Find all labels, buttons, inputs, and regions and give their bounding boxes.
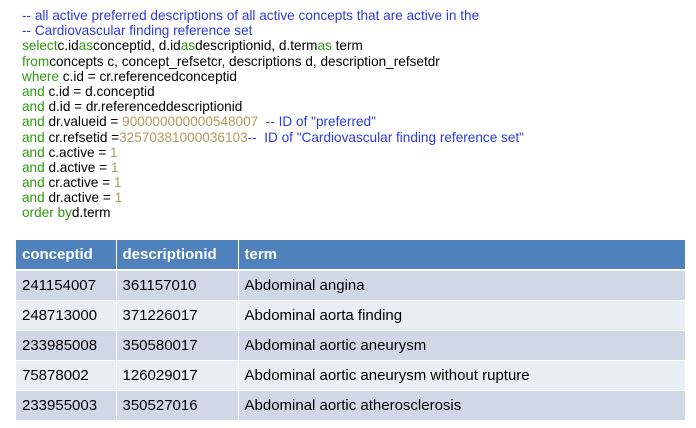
sql-keyword: from [22,53,50,69]
header-term: term [238,240,686,271]
sql-line: and c.id = d.conceptid [22,84,692,99]
sql-number: 1 [110,144,118,160]
sql-text: term [331,38,363,54]
sql-line: -- all active preferred descriptions of … [22,8,692,23]
sql-line: and d.id = dr.referenceddescriptionid [22,99,692,114]
cell-conceptid: 75878002 [16,360,117,391]
sql-text: cr.active = [44,175,114,191]
sql-text: concepts c, concept_refsetcr, descriptio… [49,53,440,69]
sql-line: and dr.active = 1 [22,190,692,205]
cell-conceptid: 248713000 [16,300,117,331]
cell-descriptionid: 126029017 [116,360,239,391]
cell-descriptionid: 371226017 [116,300,239,331]
sql-keyword: and [22,129,45,145]
sql-line: order byd.term [22,205,692,220]
sql-text: d.active = [44,159,111,175]
sql-comment: -- ID of "preferred" [258,114,376,130]
sql-text: dr.valueid = [44,114,123,130]
sql-keyword: and [22,175,45,191]
sql-line: and dr.valueid = 900000000000548007 -- I… [22,114,692,129]
sql-line: and c.active = 1 [22,145,692,160]
sql-line: selectc.idasconceptid, d.idasdescription… [22,38,692,53]
sql-keyword: as [180,38,196,54]
sql-text: descriptionid, d.term [195,38,318,54]
sql-text: c.active = [44,144,111,160]
sql-keyword: and [22,190,45,206]
cell-conceptid: 241154007 [16,270,117,301]
sql-line: and d.active = 1 [22,160,692,175]
cell-descriptionid: 350580017 [116,330,239,361]
table-row: 233985008 350580017 Abdominal aortic ane… [16,330,686,361]
sql-text: dr.active = [44,190,115,206]
sql-line: fromconcepts c, concept_refsetcr, descri… [22,54,692,69]
sql-keyword: and [22,83,45,99]
cell-conceptid: 233985008 [16,330,117,361]
sql-text: cr.refsetid = [44,129,120,145]
cell-descriptionid: 350527016 [116,390,239,421]
cell-term: Abdominal angina [238,270,686,301]
sql-keyword: where [22,68,60,84]
table-row: 75878002 126029017 Abdominal aortic aneu… [16,360,686,391]
cell-term: Abdominal aortic atherosclerosis [238,390,686,421]
table-row: 248713000 371226017 Abdominal aorta find… [16,300,686,331]
sql-keyword: order by [22,205,72,221]
cell-conceptid: 233955003 [16,390,117,421]
sql-number: 1 [114,190,123,206]
sql-line: and cr.refsetid =32570381000036103-- ID … [22,130,692,145]
sql-comment: -- Cardiovascular finding reference set [22,23,253,39]
cell-term: Abdominal aortic aneurysm without ruptur… [238,360,686,391]
sql-number: 900000000000548007 [122,114,259,130]
sql-keyword: and [22,159,45,175]
results-table: conceptid descriptionid term 241154007 3… [16,240,686,421]
sql-line: -- Cardiovascular finding reference set [22,23,692,38]
cell-descriptionid: 361157010 [116,270,239,301]
sql-query: -- all active preferred descriptions of … [22,8,692,221]
sql-line: and cr.active = 1 [22,175,692,190]
sql-text: d.term [71,205,111,221]
sql-text: c.id [57,38,79,54]
sql-number: 1 [113,175,122,191]
table-row: 233955003 350527016 Abdominal aortic ath… [16,390,686,421]
sql-keyword: as [317,38,332,54]
sql-number: 1 [110,159,119,175]
sql-text: c.id = cr.referencedconceptid [59,68,237,84]
sql-keyword: and [22,144,45,160]
cell-term: Abdominal aortic aneurysm [238,330,686,361]
cell-term: Abdominal aorta finding [238,300,686,331]
table-header-row: conceptid descriptionid term [16,240,686,271]
sql-text: c.id = d.conceptid [44,83,155,99]
sql-comment: -- ID of "Cardiovascular finding referen… [247,129,524,145]
sql-line: where c.id = cr.referencedconceptid [22,69,692,84]
sql-text: d.id = dr.referenceddescriptionid [44,99,243,115]
sql-text: conceptid, d.id [93,38,181,54]
sql-keyword: and [22,99,45,115]
sql-keyword: as [78,38,94,54]
sql-comment: -- all active preferred descriptions of … [22,8,480,23]
header-descriptionid: descriptionid [116,240,239,271]
header-conceptid: conceptid [16,240,117,271]
sql-keyword: and [22,114,45,130]
table-row: 241154007 361157010 Abdominal angina [16,270,686,301]
sql-number: 32570381000036103 [119,129,248,145]
sql-keyword: select [22,38,58,54]
